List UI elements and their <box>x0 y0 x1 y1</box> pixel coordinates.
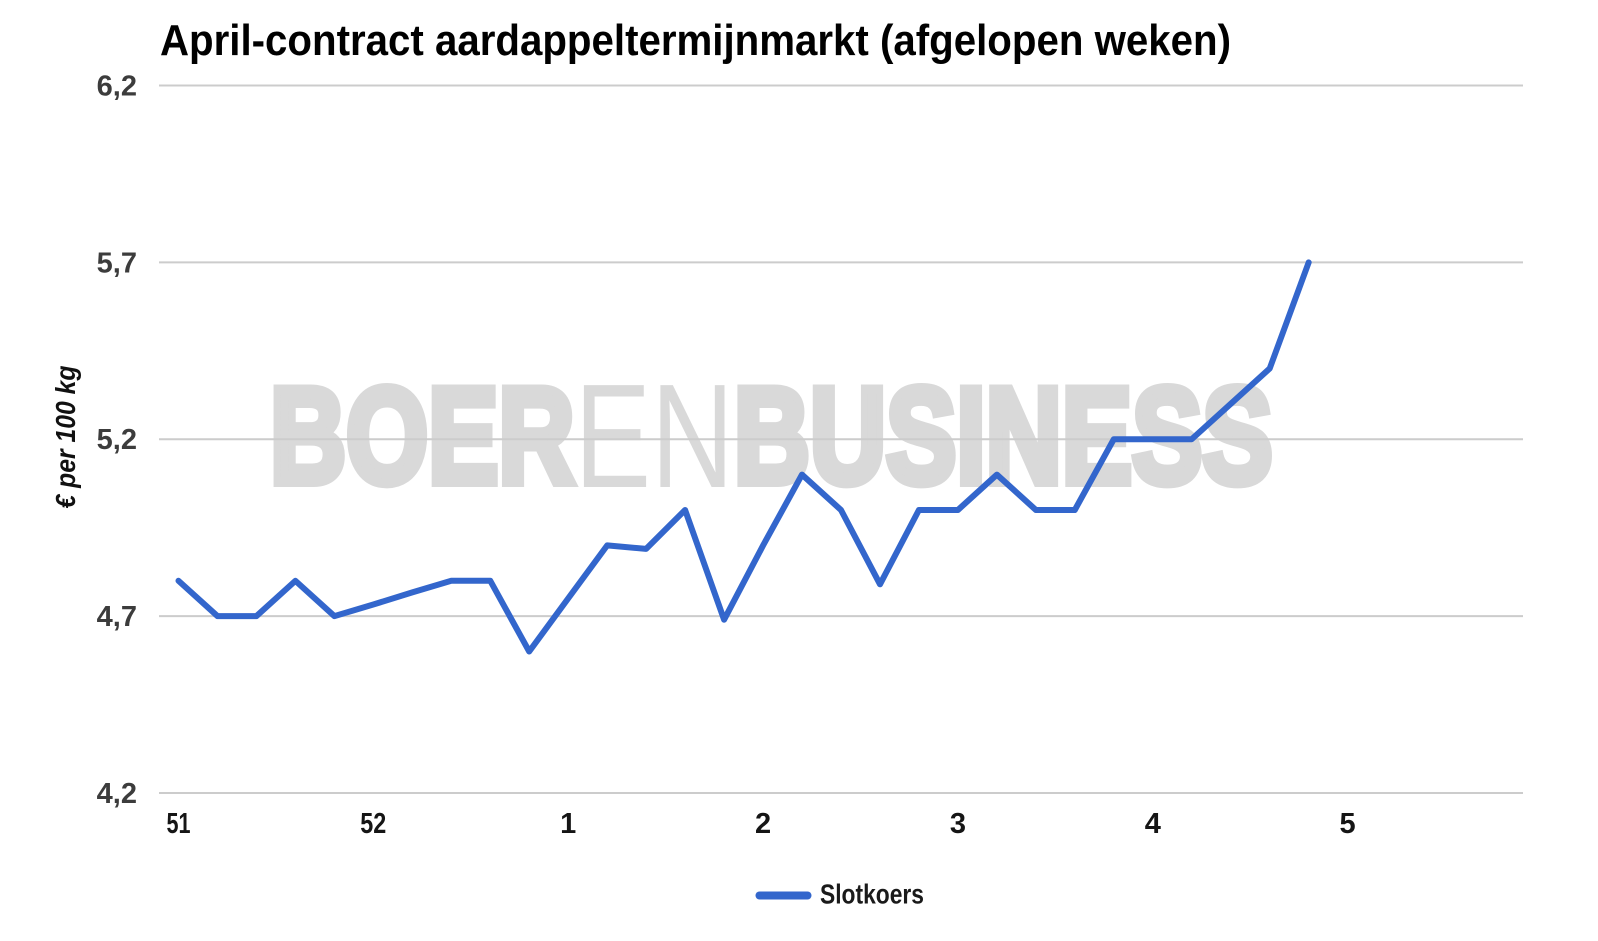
svg-text:5,2: 5,2 <box>97 424 137 456</box>
svg-text:2: 2 <box>755 808 771 840</box>
svg-text:4,7: 4,7 <box>97 601 137 633</box>
svg-text:5,7: 5,7 <box>97 247 137 279</box>
svg-text:5: 5 <box>1340 808 1356 840</box>
svg-text:€ per 100 kg: € per 100 kg <box>50 366 81 509</box>
svg-text:3: 3 <box>950 808 966 840</box>
svg-text:Slotkoers: Slotkoers <box>820 878 924 909</box>
svg-text:BOERENBUSINESS: BOERENBUSINESS <box>270 354 1273 519</box>
svg-text:1: 1 <box>560 808 576 840</box>
svg-text:52: 52 <box>360 808 386 840</box>
svg-text:51: 51 <box>167 808 191 840</box>
svg-text:4,2: 4,2 <box>97 778 137 810</box>
svg-text:4: 4 <box>1145 808 1161 840</box>
svg-text:6,2: 6,2 <box>97 70 137 102</box>
svg-text:April-contract aardappeltermij: April-contract aardappeltermijnmarkt (af… <box>160 16 1231 65</box>
